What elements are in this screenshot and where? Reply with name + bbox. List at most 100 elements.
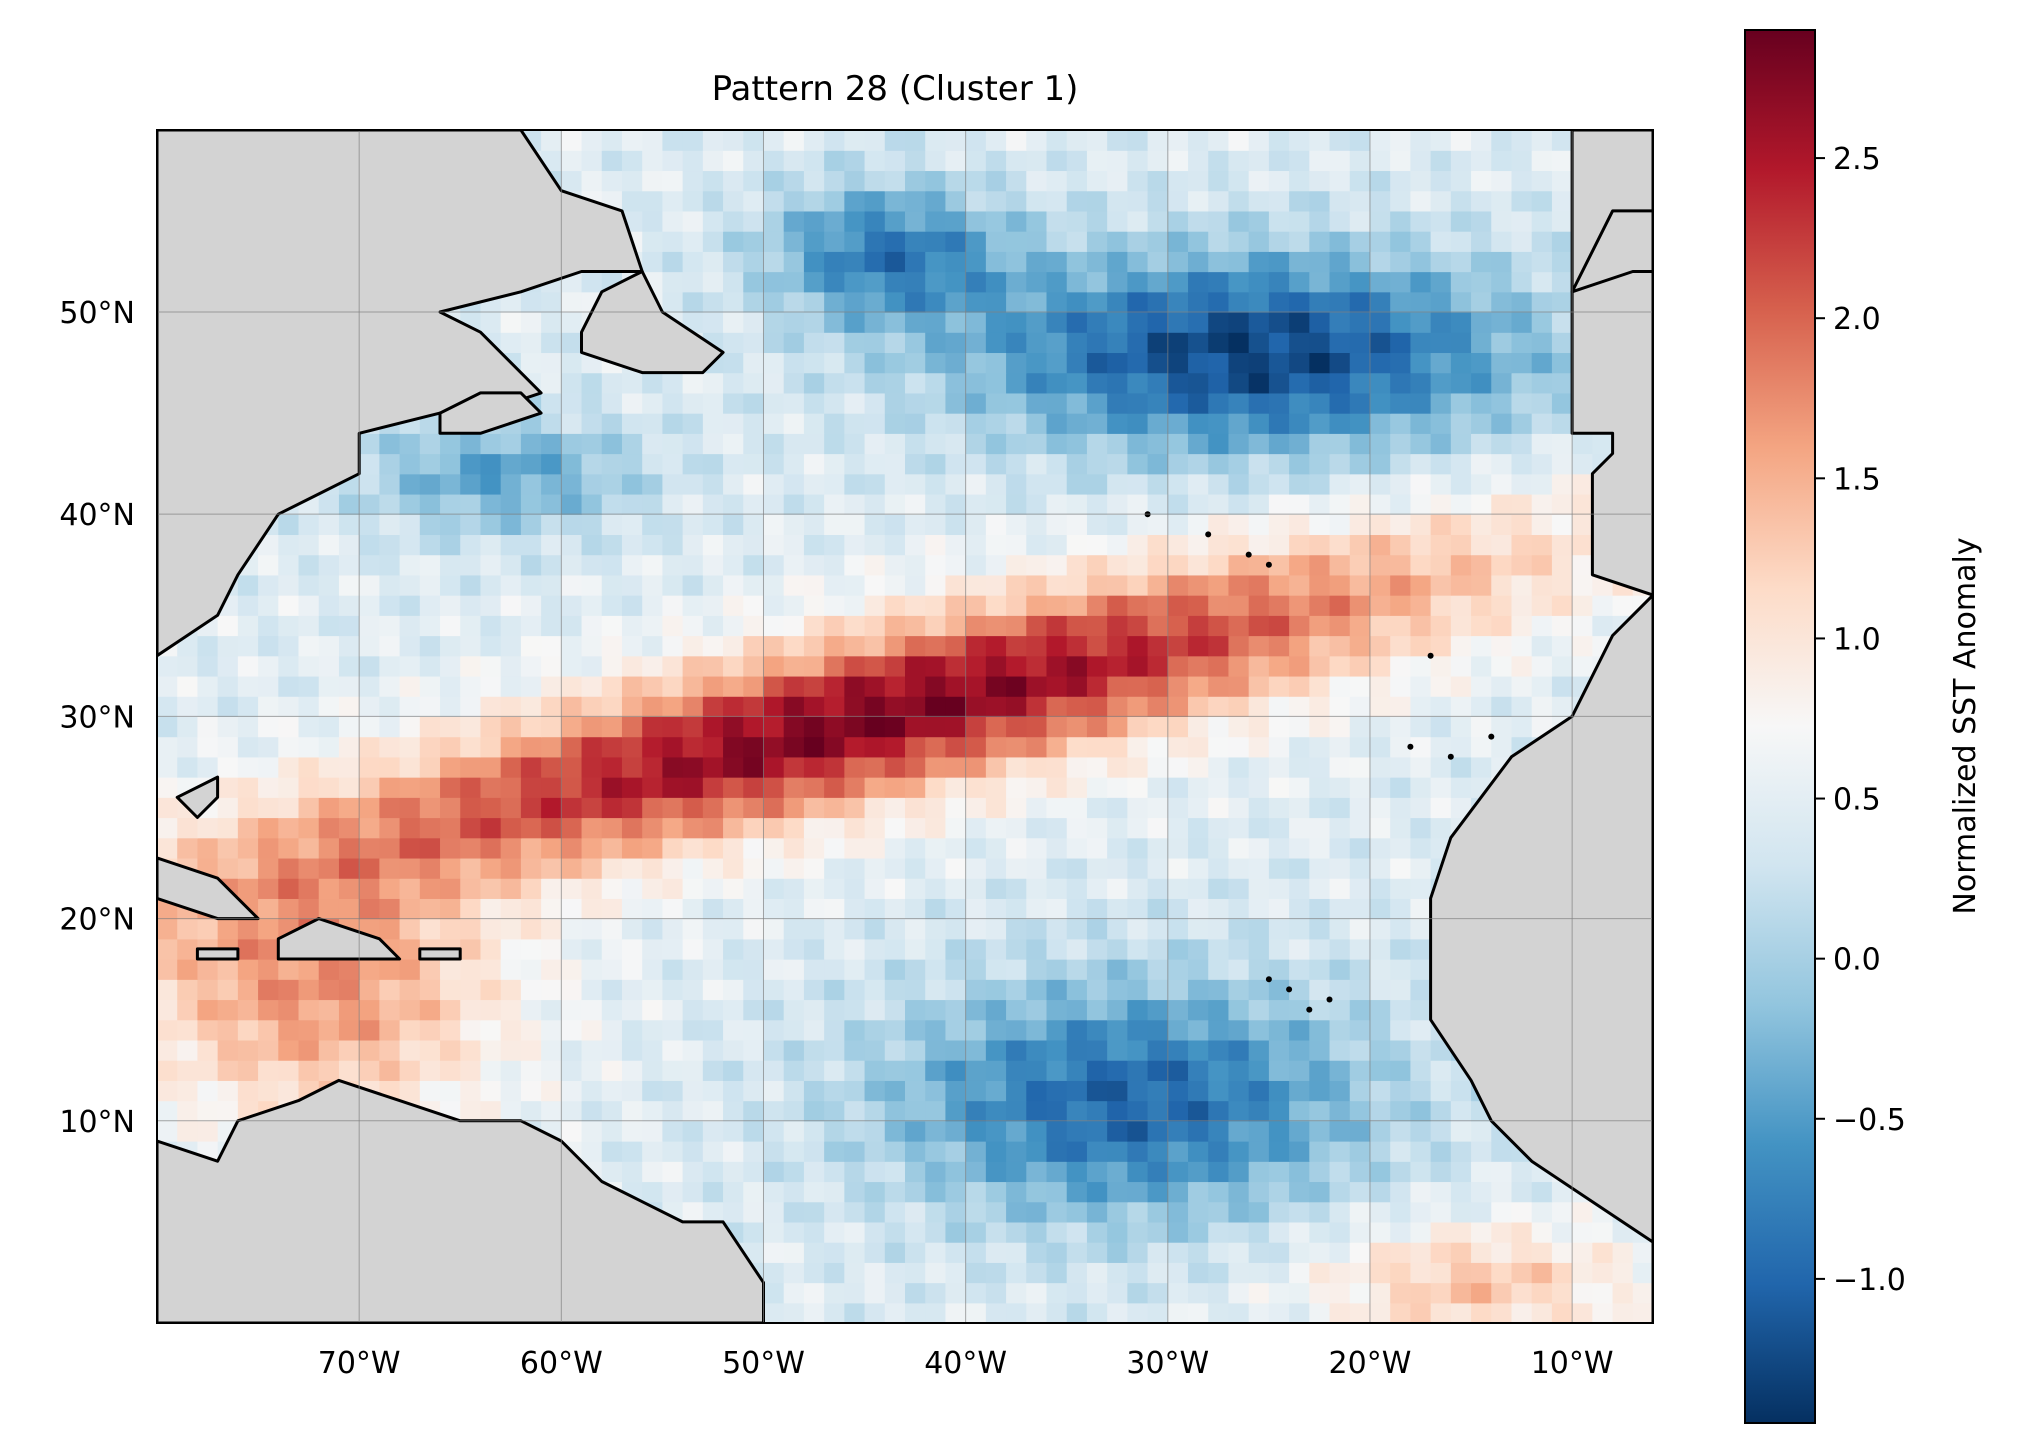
sst-cell xyxy=(884,372,906,394)
sst-cell xyxy=(1228,736,1250,758)
sst-cell xyxy=(1471,150,1492,172)
sst-cell xyxy=(1208,271,1230,293)
sst-cell xyxy=(1208,1181,1230,1203)
sst-cell xyxy=(621,938,643,960)
sst-cell xyxy=(1026,716,1048,738)
sst-cell xyxy=(824,595,845,616)
sst-cell xyxy=(1410,453,1432,475)
sst-cell xyxy=(1268,1019,1290,1041)
sst-cell xyxy=(824,797,845,819)
sst-cell xyxy=(1066,736,1088,758)
sst-cell xyxy=(1491,170,1513,192)
sst-cell xyxy=(359,453,380,475)
sst-cell xyxy=(581,756,603,778)
sst-cell xyxy=(1208,716,1230,738)
sst-cell xyxy=(1268,1100,1290,1122)
sst-cell xyxy=(1086,979,1108,1001)
sst-cell xyxy=(763,857,785,879)
sst-cell xyxy=(905,130,926,151)
sst-cell xyxy=(601,595,623,616)
sst-cell xyxy=(702,878,724,899)
sst-cell xyxy=(379,918,401,940)
sst-cell xyxy=(1086,1060,1108,1081)
sst-cell xyxy=(1349,1100,1371,1122)
sst-cell xyxy=(1107,332,1128,354)
island xyxy=(1306,1006,1313,1013)
sst-cell xyxy=(1248,534,1270,556)
sst-cell xyxy=(1450,190,1472,212)
sst-cell xyxy=(1471,251,1492,273)
sst-cell xyxy=(1369,514,1391,536)
sst-cell xyxy=(743,190,765,212)
sst-cell xyxy=(1329,716,1351,738)
sst-cell xyxy=(985,635,1007,657)
sst-cell xyxy=(1006,1302,1027,1323)
sst-cell xyxy=(399,635,421,657)
sst-cell xyxy=(1289,493,1310,515)
sst-cell xyxy=(642,837,664,859)
sst-cell xyxy=(1086,959,1108,980)
sst-cell xyxy=(460,716,482,738)
sst-cell xyxy=(460,615,482,637)
sst-cell xyxy=(723,837,744,859)
sst-cell xyxy=(177,999,199,1021)
sst-cell xyxy=(1390,857,1412,879)
sst-cell xyxy=(1430,716,1452,738)
sst-cell xyxy=(662,1100,684,1122)
sst-cell xyxy=(520,311,542,333)
sst-cell xyxy=(723,534,744,556)
sst-cell xyxy=(925,615,947,637)
sst-cell xyxy=(561,595,583,616)
sst-cell xyxy=(642,736,664,758)
sst-cell xyxy=(520,878,542,899)
sst-cell xyxy=(1430,311,1452,333)
sst-cell xyxy=(945,150,967,172)
sst-cell xyxy=(1026,1141,1048,1162)
sst-cell xyxy=(1471,493,1492,515)
sst-cell xyxy=(1228,1039,1250,1061)
sst-cell xyxy=(1026,1120,1048,1142)
sst-cell xyxy=(157,1060,178,1081)
sst-cell xyxy=(824,554,845,576)
sst-cell xyxy=(1289,1100,1310,1122)
sst-cell xyxy=(682,999,704,1021)
sst-cell xyxy=(601,918,623,940)
sst-cell xyxy=(197,736,219,758)
sst-cell xyxy=(541,999,562,1021)
sst-cell xyxy=(177,756,199,778)
sst-cell xyxy=(419,574,441,596)
sst-cell xyxy=(1188,837,1209,859)
sst-cell xyxy=(1248,1161,1270,1183)
sst-cell xyxy=(1228,493,1250,515)
sst-cell xyxy=(1026,514,1048,536)
sst-cell xyxy=(945,817,967,839)
sst-cell xyxy=(278,554,300,576)
sst-cell xyxy=(824,918,845,940)
sst-cell xyxy=(803,817,825,839)
sst-cell xyxy=(864,311,886,333)
sst-cell xyxy=(884,1060,906,1081)
sst-cell xyxy=(1127,999,1149,1021)
sst-cell xyxy=(1329,595,1351,616)
sst-cell xyxy=(1450,514,1472,536)
sst-cell xyxy=(561,635,583,657)
sst-cell xyxy=(1349,635,1371,657)
sst-cell xyxy=(1268,635,1290,657)
sst-cell xyxy=(723,999,744,1021)
sst-cell xyxy=(1208,291,1230,313)
sst-cell xyxy=(1208,1201,1230,1223)
sst-cell xyxy=(945,878,967,899)
sst-cell xyxy=(1167,736,1189,758)
sst-cell xyxy=(1026,271,1048,293)
sst-cell xyxy=(884,130,906,151)
sst-cell xyxy=(581,1120,603,1142)
sst-cell xyxy=(1147,898,1169,920)
sst-cell xyxy=(278,696,300,717)
sst-cell xyxy=(945,372,967,394)
sst-cell xyxy=(1450,130,1472,151)
sst-cell xyxy=(1167,473,1189,495)
sst-cell xyxy=(1208,332,1230,354)
sst-cell xyxy=(399,473,421,495)
sst-cell xyxy=(1127,837,1149,859)
